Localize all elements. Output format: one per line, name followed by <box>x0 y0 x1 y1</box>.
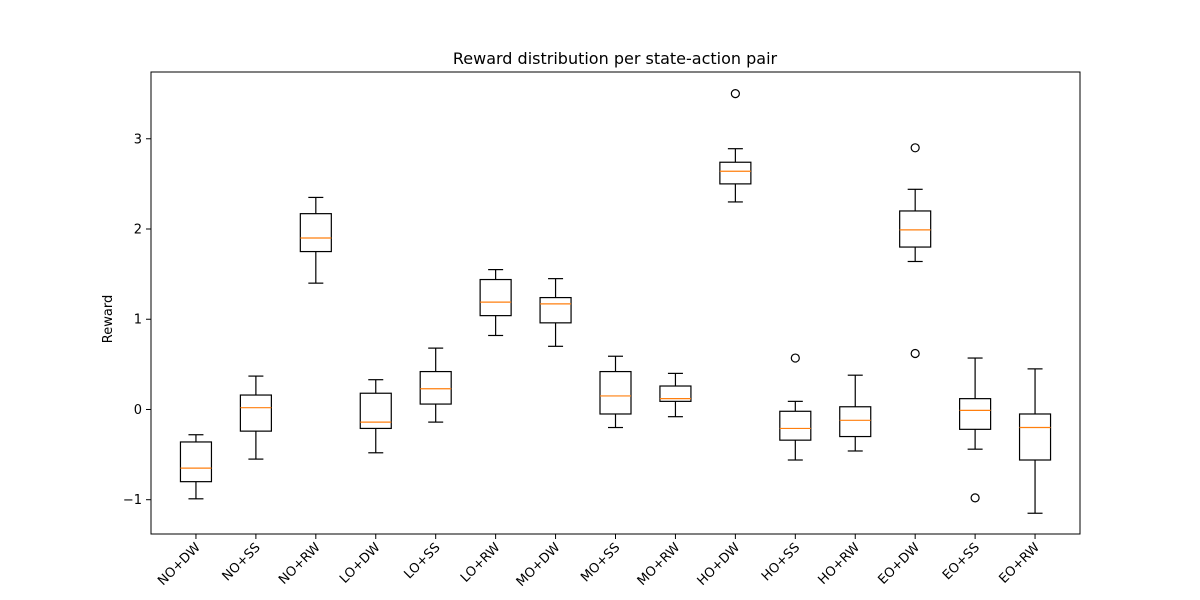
box-group <box>659 372 692 418</box>
box-group <box>479 269 512 337</box>
outlier-point <box>790 353 800 363</box>
x-tick-label: LO+DW <box>337 540 384 587</box>
axes-frame <box>150 71 1081 535</box>
box <box>779 410 812 441</box>
x-tick-label: HO+DW <box>695 540 744 589</box>
x-axis: NO+DW NO+SS NO+RW LO+DW LO+SS LO+RW MO+DW MO+SS… <box>155 534 1043 590</box>
box <box>719 161 752 185</box>
box-group <box>839 374 872 452</box>
box <box>479 278 512 317</box>
outlier-point <box>910 143 920 153</box>
box-group <box>239 375 272 460</box>
box-group <box>299 196 332 284</box>
x-tick-label: NO+SS <box>220 540 264 584</box>
x-tick-label: LO+SS <box>402 540 444 582</box>
x-tick-label: MO+RW <box>635 540 684 589</box>
x-tick-label: EO+RW <box>996 540 1043 587</box>
y-tick-label: 2 <box>134 223 142 238</box>
box-group <box>179 434 213 500</box>
box-group <box>419 347 452 423</box>
outlier-point <box>910 348 920 359</box>
box-group <box>1018 368 1052 514</box>
box <box>1018 413 1052 461</box>
x-tick-label: MO+SS <box>578 540 623 585</box>
x-tick-label: EO+SS <box>940 540 983 583</box>
y-axis: −1 0 1 2 3 <box>123 132 151 508</box>
box <box>299 213 332 253</box>
x-tick-label: NO+DW <box>155 540 204 589</box>
outlier-point <box>730 89 740 99</box>
boxplot-series <box>179 89 1052 514</box>
x-tick-label: EO+DW <box>875 540 923 588</box>
x-tick-label: LO+RW <box>458 540 504 586</box>
box <box>899 210 932 248</box>
box-group <box>719 89 752 203</box>
x-tick-label: HO+SS <box>759 540 803 584</box>
x-tick-label: NO+RW <box>276 540 324 588</box>
box <box>599 370 632 415</box>
box-group <box>359 379 392 454</box>
x-tick-label: HO+RW <box>816 540 864 588</box>
box <box>419 370 452 405</box>
box <box>539 296 572 324</box>
box-group <box>959 357 992 503</box>
y-tick-label: 0 <box>134 403 142 418</box>
box-group <box>539 278 572 347</box>
y-axis-label: Reward <box>101 295 116 343</box>
box <box>959 398 992 430</box>
y-tick-label: 1 <box>134 313 142 328</box>
box <box>839 406 872 438</box>
box-group <box>779 353 812 461</box>
box <box>179 441 213 483</box>
box-group <box>599 355 632 429</box>
chart-title: Reward distribution per state-action pai… <box>453 49 778 68</box>
box <box>359 392 392 430</box>
x-tick-label: MO+DW <box>514 540 564 590</box>
box <box>239 394 272 432</box>
y-tick-label: 3 <box>134 132 142 147</box>
box <box>659 385 692 402</box>
y-tick-label: −1 <box>123 493 142 508</box>
outlier-point <box>970 493 980 503</box>
box-group <box>899 143 932 359</box>
